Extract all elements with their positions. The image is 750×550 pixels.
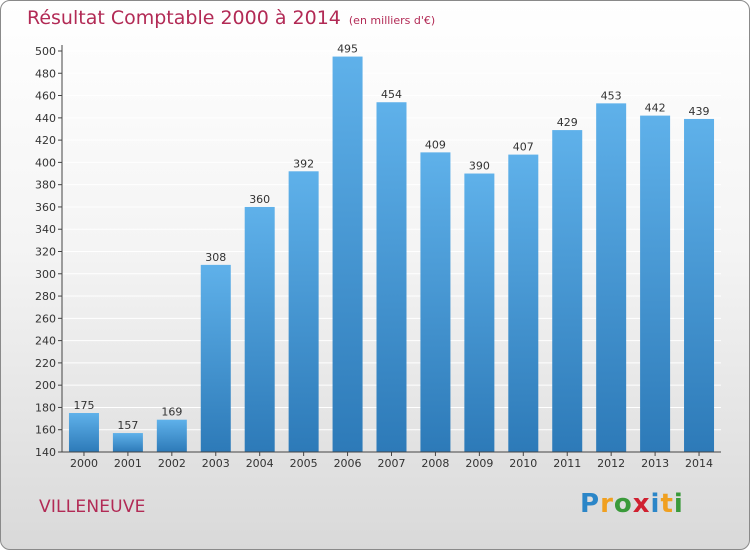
bar-2002 [156,419,187,452]
bar-2003 [200,264,231,452]
bars [68,56,715,453]
value-label-2010: 407 [513,141,534,154]
x-tick-label-2002: 2002 [158,457,186,470]
bar-2008 [420,152,451,452]
bar-2000 [68,413,99,452]
y-tick-label-400: 400 [35,156,56,169]
x-tick-label-2010: 2010 [509,457,537,470]
bar-2014 [684,118,715,453]
value-label-2003: 308 [205,251,226,264]
y-tick-label-320: 320 [35,246,56,259]
bar-2011 [552,130,583,452]
x-tick-label-2000: 2000 [70,457,98,470]
y-tick-label-140: 140 [35,446,56,459]
x-tick-label-2006: 2006 [334,457,362,470]
value-label-2002: 169 [161,406,182,419]
x-tick-label-2012: 2012 [597,457,625,470]
bar-2006 [332,56,363,452]
x-tick-label-2003: 2003 [202,457,230,470]
y-tick-label-280: 280 [35,290,56,303]
bar-2004 [244,206,275,452]
x-tick-label-2005: 2005 [290,457,318,470]
y-tick-label-460: 460 [35,90,56,103]
bar-2001 [112,433,143,452]
y-tick-label-500: 500 [35,45,56,58]
y-tick-label-340: 340 [35,223,56,236]
x-tick-label-2013: 2013 [641,457,669,470]
value-label-2013: 442 [645,102,666,115]
y-tick-label-200: 200 [35,379,56,392]
axes: 140 160 180 200 220 240 260 280 300 320 340 360 380 4… [35,45,721,470]
y-tick-label-380: 380 [35,179,56,192]
logo-letter: i [650,489,661,519]
y-tick-label-480: 480 [35,67,56,80]
y-tick-label-240: 240 [35,335,56,348]
logo-letter: i [673,489,684,519]
x-tick-label-2008: 2008 [421,457,449,470]
x-tick-label-2009: 2009 [465,457,493,470]
value-label-2006: 495 [337,43,358,56]
y-tick-label-440: 440 [35,112,56,125]
location-name: VILLENEUVE [39,497,146,517]
y-tick-label-260: 260 [35,312,56,325]
logo-letter: o [613,489,633,519]
proxiti-logo: Proxiti [580,489,684,519]
value-label-2000: 175 [73,399,94,412]
value-label-2001: 157 [117,419,138,432]
logo-letter: t [660,489,674,519]
value-label-2014: 439 [689,105,710,118]
value-label-2008: 409 [425,138,446,151]
bar-2013 [640,115,671,452]
bar-2010 [508,154,539,452]
x-tick-label-2014: 2014 [685,457,713,470]
bar-2009 [464,173,495,452]
x-tick-label-2001: 2001 [114,457,142,470]
y-tick-label-300: 300 [35,268,56,281]
value-label-2004: 360 [249,193,270,206]
chart-subtitle: (en milliers d'€) [348,14,436,27]
logo-letter: P [580,489,601,519]
y-tick-label-180: 180 [35,401,56,414]
value-label-2005: 392 [293,157,314,170]
y-tick-label-220: 220 [35,357,56,370]
title-text: Résultat Comptable 2000 à 2014 [27,7,341,29]
bar-2007 [376,102,407,452]
chart-title: Résultat Comptable 2000 à 2014 (en millie… [27,7,435,29]
bar-2005 [288,171,319,453]
value-label-2009: 390 [469,160,490,173]
y-tick-label-420: 420 [35,134,56,147]
bar-2012 [596,103,627,452]
y-tick-label-160: 160 [35,424,56,437]
logo-letter: r [600,489,614,519]
value-label-2012: 453 [601,89,622,102]
value-label-2011: 429 [557,116,578,129]
value-label-2007: 454 [381,88,402,101]
x-tick-label-2004: 2004 [246,457,274,470]
labels: 175 157 169 308 360 392 495 454 409 390 407 429 453 4… [73,43,709,432]
logo-letter: x [632,489,651,519]
x-tick-label-2007: 2007 [378,457,406,470]
y-tick-label-360: 360 [35,201,56,214]
x-tick-label-2011: 2011 [553,457,581,470]
